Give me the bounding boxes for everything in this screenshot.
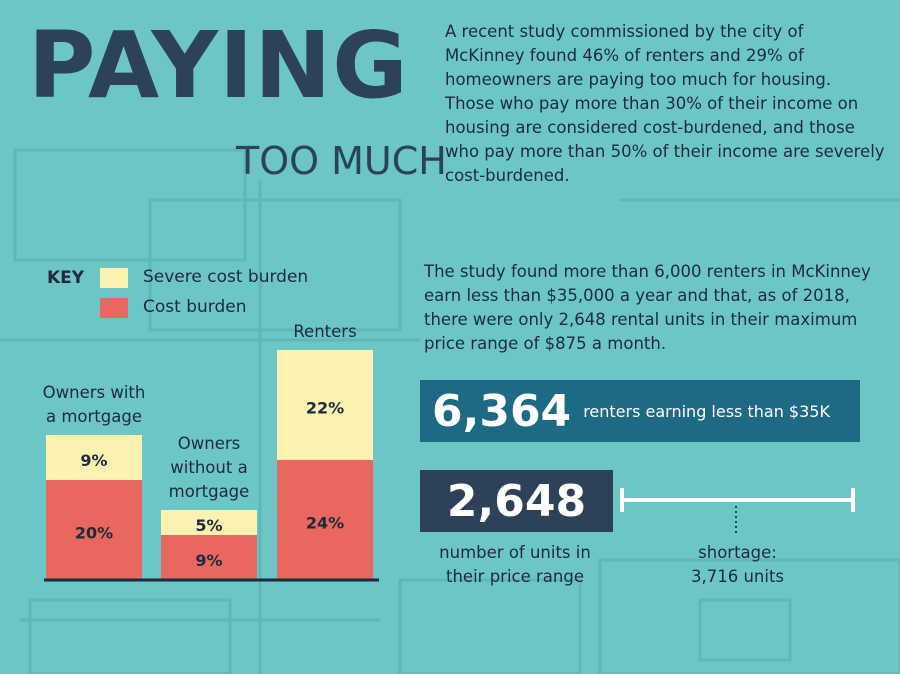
bar-segment [277,350,373,460]
stat-number: 6,364 [432,385,572,437]
legend-swatch [100,298,128,318]
study-text: The study found more than 6,000 renters … [424,262,871,353]
title: PAYING [28,12,409,119]
shortage-line: shortage: [698,543,777,562]
category-label: Owners without a mortgage [168,434,250,501]
legend-swatch [100,268,128,288]
value-label: 9% [195,551,222,570]
value-label: 5% [195,516,222,535]
shortage-label: shortage: 3,716 units [660,541,815,589]
bar-segment [46,435,142,480]
intro-text: A recent study commissioned by the city … [445,22,885,185]
bar-segment [277,460,373,580]
bar-segment [46,480,142,580]
value-label: 20% [75,524,113,543]
legend-label: Cost burden [143,297,247,317]
stat-box: 6,364 renters earning less than $35K [420,380,860,442]
category-label: Renters [293,322,357,341]
stat-box: 2,648 [420,470,613,532]
legend-label: Severe cost burden [143,267,309,287]
legend-title: KEY [47,268,85,288]
value-label: 24% [306,514,344,533]
value-label: 22% [306,399,344,418]
bar-segment [161,510,257,535]
value-label: 9% [80,451,107,470]
shortage-line: 3,716 units [690,567,785,586]
stat-label: renters earning less than $35K [583,401,830,421]
units-label: number of units in their price range [439,543,591,586]
bar-segment [161,535,257,580]
stat-number: 2,648 [446,475,587,527]
category-label: Owners with a mortgage [42,383,146,426]
subtitle: TOO MUCH [236,139,447,183]
